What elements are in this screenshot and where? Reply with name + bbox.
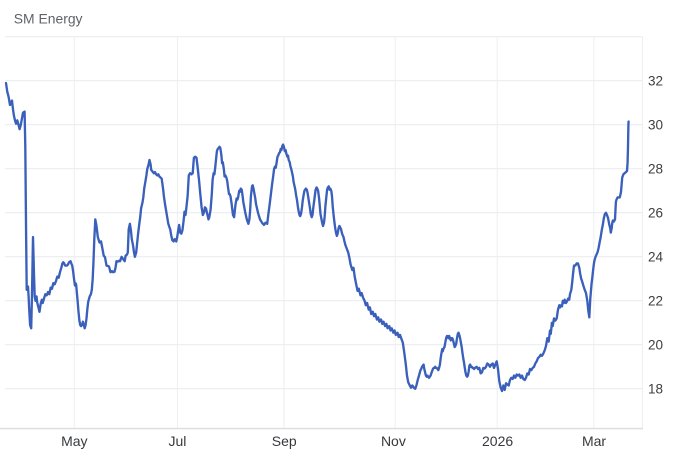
svg-text:26: 26	[648, 205, 663, 220]
svg-text:22: 22	[648, 293, 663, 308]
svg-text:20: 20	[648, 337, 663, 352]
svg-text:Jul: Jul	[168, 433, 186, 449]
svg-text:2026: 2026	[482, 433, 513, 449]
svg-text:Sep: Sep	[272, 433, 297, 449]
svg-text:SM Energy: SM Energy	[14, 10, 83, 26]
svg-text:Mar: Mar	[582, 433, 606, 449]
svg-text:18: 18	[648, 381, 663, 396]
svg-text:30: 30	[648, 117, 663, 132]
svg-text:24: 24	[648, 249, 664, 264]
svg-text:32: 32	[648, 73, 663, 88]
svg-text:May: May	[61, 433, 87, 449]
svg-text:28: 28	[648, 161, 663, 176]
svg-text:Nov: Nov	[381, 433, 406, 449]
